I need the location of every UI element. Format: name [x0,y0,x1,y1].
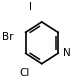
Text: Br: Br [2,32,14,42]
Text: I: I [29,2,32,12]
Text: Cl: Cl [19,68,30,78]
Text: N: N [63,48,71,58]
